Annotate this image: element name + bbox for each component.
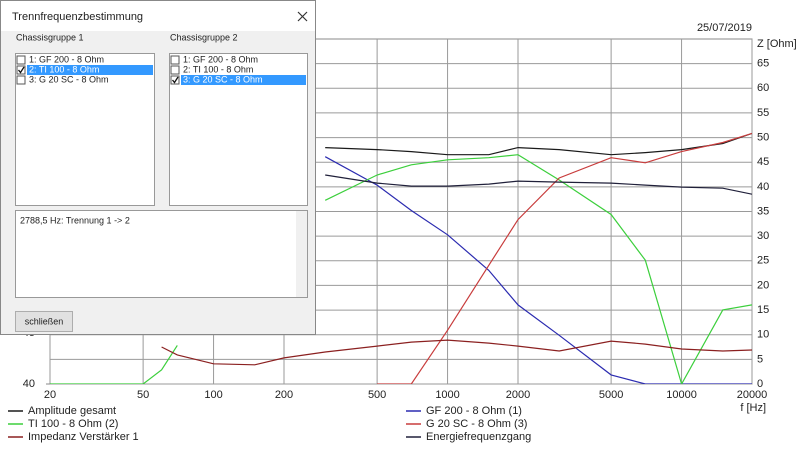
x-tick-label: 50 bbox=[137, 389, 149, 401]
button[interactable] bbox=[15, 311, 73, 332]
y2-tick-label: 65 bbox=[757, 58, 769, 70]
checkmark bbox=[171, 76, 179, 84]
checkbox[interactable] bbox=[170, 55, 180, 65]
x-tick-label: 1000 bbox=[435, 389, 459, 401]
legend: Amplitude gesamt GF 200 - 8 Ohm (1) TI 100… bbox=[8, 405, 531, 443]
legend-label: G 20 SC - 8 Ohm (3) bbox=[426, 418, 527, 430]
list-box[interactable] bbox=[15, 53, 155, 206]
x-tick-label: 10000 bbox=[666, 389, 697, 401]
dialog-title: Trennfrequenzbestimmung bbox=[12, 11, 143, 23]
x-tick-label: 100 bbox=[204, 389, 222, 401]
y2-tick-label: 15 bbox=[757, 304, 769, 316]
list-item[interactable]: 3: G 20 SC - 8 Ohm bbox=[29, 74, 109, 84]
list-item[interactable]: 2: TI 100 - 8 Ohm bbox=[183, 64, 253, 74]
legend-label: Impedanz Verstärker 1 bbox=[28, 431, 139, 443]
y2-tick-label: 55 bbox=[757, 107, 769, 119]
checkbox[interactable] bbox=[16, 75, 26, 85]
y-tick-label: 40 bbox=[23, 378, 35, 390]
y2-tick-label: 45 bbox=[757, 156, 769, 168]
group-label: Chassisgruppe 1 bbox=[16, 32, 84, 42]
legend-label: GF 200 - 8 Ohm (1) bbox=[426, 405, 522, 417]
checkbox[interactable] bbox=[170, 75, 180, 85]
series-line bbox=[161, 339, 752, 366]
x-tick-label: 200 bbox=[275, 389, 293, 401]
selected-row bbox=[27, 65, 153, 75]
y2-axis-label: Z [Ohm] bbox=[757, 38, 797, 50]
legend-label: Energiefrequenzgang bbox=[426, 431, 531, 443]
x-tick-label: 5000 bbox=[599, 389, 623, 401]
plot-lines bbox=[50, 132, 752, 384]
selected-row bbox=[181, 75, 306, 85]
series-line bbox=[325, 174, 752, 195]
x-axis-label: f [Hz] bbox=[740, 402, 766, 414]
legend-label: TI 100 - 8 Ohm (2) bbox=[28, 418, 118, 430]
list-item[interactable]: 2: TI 100 - 8 Ohm bbox=[29, 64, 99, 74]
scrollbar[interactable] bbox=[296, 211, 307, 297]
date: 25/07/2019 bbox=[697, 22, 752, 34]
message: 2788,5 Hz: Trennung 1 -> 2 bbox=[20, 215, 130, 225]
checkbox[interactable] bbox=[16, 65, 26, 75]
series-line bbox=[325, 132, 752, 156]
checkmark bbox=[17, 66, 25, 74]
close-button[interactable] bbox=[297, 11, 308, 22]
checkbox[interactable] bbox=[170, 65, 180, 75]
y2-tick-label: 40 bbox=[757, 181, 769, 193]
y2-tick-label: 25 bbox=[757, 255, 769, 267]
title-bar bbox=[1, 1, 315, 31]
x-tick-label: 20 bbox=[44, 389, 56, 401]
series-line bbox=[324, 156, 752, 384]
x-tick-label: 20000 bbox=[737, 389, 768, 401]
message-box[interactable] bbox=[15, 210, 308, 298]
button-label: schließen bbox=[25, 316, 64, 326]
y2-tick-label: 35 bbox=[757, 205, 769, 217]
x-tick-label: 2000 bbox=[506, 389, 530, 401]
group-label: Chassisgruppe 2 bbox=[170, 32, 238, 42]
y2-tick-label: 30 bbox=[757, 230, 769, 242]
list-item[interactable]: 3: G 20 SC - 8 Ohm bbox=[183, 74, 263, 84]
y2-tick-label: 50 bbox=[757, 131, 769, 143]
y2-tick-label: 20 bbox=[757, 279, 769, 291]
checkbox[interactable] bbox=[16, 55, 26, 65]
y2-tick-label: 60 bbox=[757, 82, 769, 94]
y2-tick-label: 5 bbox=[757, 353, 763, 365]
list-item[interactable]: 1: GF 200 - 8 Ohm bbox=[183, 54, 258, 64]
x-tick-label: 500 bbox=[368, 389, 386, 401]
legend-label: Amplitude gesamt bbox=[28, 405, 116, 417]
list-item[interactable]: 1: GF 200 - 8 Ohm bbox=[29, 54, 104, 64]
y2-tick-label: 0 bbox=[757, 378, 763, 390]
series-line bbox=[377, 132, 752, 384]
y2-tick-label: 10 bbox=[757, 329, 769, 341]
series-line bbox=[50, 154, 752, 384]
dialog: Trennfrequenzbestimmung Chassisgruppe 1 … bbox=[0, 0, 316, 335]
